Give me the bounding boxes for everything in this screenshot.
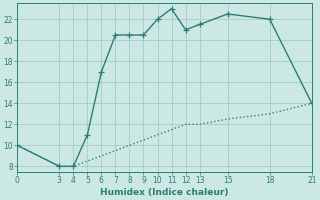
X-axis label: Humidex (Indice chaleur): Humidex (Indice chaleur) bbox=[100, 188, 229, 197]
